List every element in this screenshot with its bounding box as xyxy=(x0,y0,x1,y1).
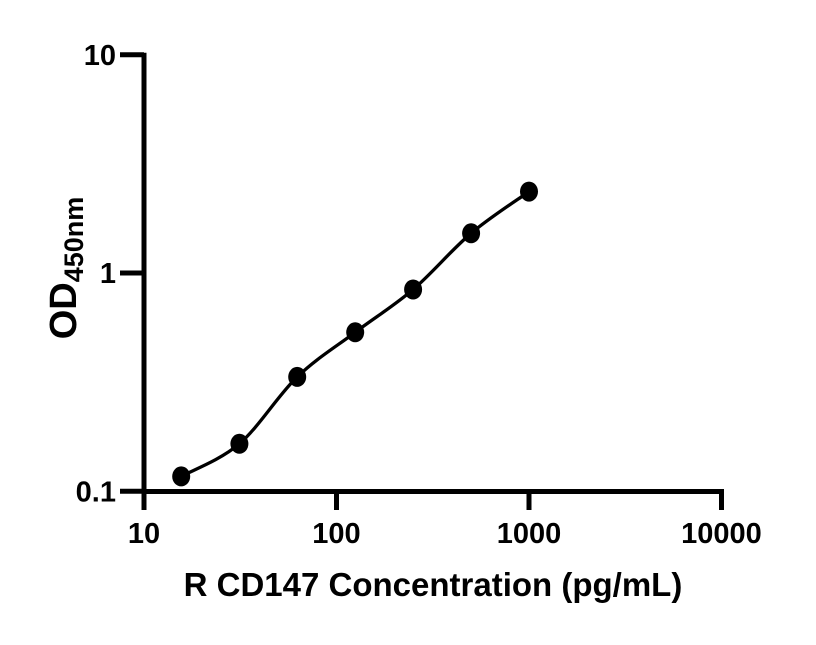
series-group xyxy=(172,181,538,487)
x-tick-label: 10000 xyxy=(681,518,762,550)
y-axis-title-main: OD xyxy=(43,282,85,339)
x-tick-label: 1000 xyxy=(497,518,562,550)
x-axis-title: R CD147 Concentration (pg/mL) xyxy=(184,566,683,603)
y-tick-label: 10 xyxy=(84,40,116,72)
y-tick-label: 0.1 xyxy=(76,476,116,508)
data-point xyxy=(288,366,307,387)
data-point xyxy=(462,223,481,244)
axes-group: 10 1 0.1 10 100 1000 10000 xyxy=(76,40,762,550)
data-point xyxy=(404,279,423,300)
data-point xyxy=(520,181,538,202)
data-point xyxy=(346,322,365,343)
x-tick-label: 100 xyxy=(312,518,360,550)
x-tick-label: 10 xyxy=(128,518,160,550)
y-axis-title-subscript: 450nm xyxy=(59,197,89,283)
data-point xyxy=(172,466,191,487)
data-point xyxy=(230,433,249,454)
y-axis-title: OD450nm xyxy=(43,197,89,340)
y-tick-label: 1 xyxy=(100,258,116,290)
